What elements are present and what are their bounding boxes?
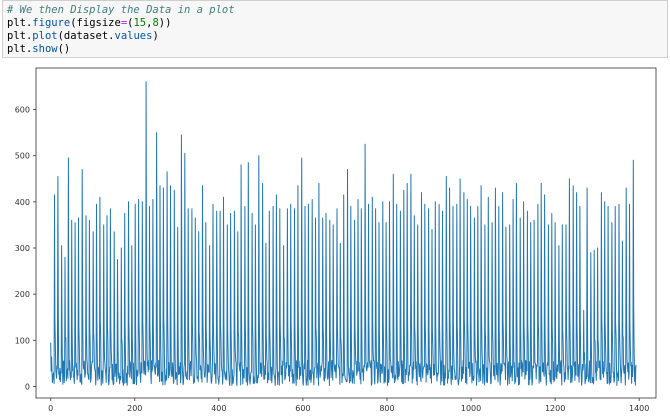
y-tick-label: 100: [15, 336, 30, 345]
y-tick-label: 200: [15, 290, 30, 299]
code-token: 15: [133, 17, 147, 29]
series-line: [50, 81, 637, 386]
x-tick-label: 0: [48, 404, 53, 413]
code-token: figure: [32, 17, 71, 29]
code-token: plot: [32, 30, 58, 42]
code-token: ,: [146, 17, 153, 29]
code-cell[interactable]: # We then Display the Data in a plot plt.…: [2, 0, 668, 58]
code-token: # We then Display the Data in a plot: [7, 4, 235, 16]
code-token: (dataset.: [57, 30, 115, 42]
x-tick-label: 800: [379, 404, 394, 413]
code-line: # We then Display the Data in a plot: [7, 4, 663, 17]
x-tick-label: 1000: [461, 404, 481, 413]
code-token: (): [57, 43, 71, 55]
code-token: plt.: [7, 43, 33, 55]
code-token: plt.: [7, 30, 33, 42]
x-tick-label: 400: [211, 404, 226, 413]
x-tick-label: 1400: [629, 404, 649, 413]
y-tick-label: 600: [15, 106, 30, 115]
code-token: plt.: [7, 17, 33, 29]
code-token: =: [120, 17, 128, 29]
y-tick-label: 300: [15, 244, 30, 253]
code-line: plt.show(): [7, 43, 663, 56]
line-plot: 0 100 200 300 400 500 600 0 200 400 600 800 1000 1200…: [15, 67, 657, 413]
y-tick-label: 500: [15, 152, 30, 161]
cell-output: 0 100 200 300 400 500 600 0 200 400 600 800 1000 1200…: [0, 60, 670, 416]
code-token: (: [127, 17, 134, 29]
x-tick-label: 1200: [545, 404, 565, 413]
code-token: ): [152, 30, 159, 42]
code-line: plt.figure(figsize=(15,8)): [7, 17, 663, 30]
y-tick-label: 400: [15, 198, 30, 207]
x-tick-label: 600: [295, 404, 310, 413]
code-token: values: [114, 30, 153, 42]
code-token: )): [158, 17, 172, 29]
code-line: plt.plot(dataset.values): [7, 30, 663, 43]
code-token: 8: [152, 17, 159, 29]
y-tick-label: 0: [25, 382, 30, 391]
code-token: show: [32, 43, 58, 55]
code-token: (figsize: [70, 17, 121, 29]
x-tick-label: 200: [127, 404, 142, 413]
